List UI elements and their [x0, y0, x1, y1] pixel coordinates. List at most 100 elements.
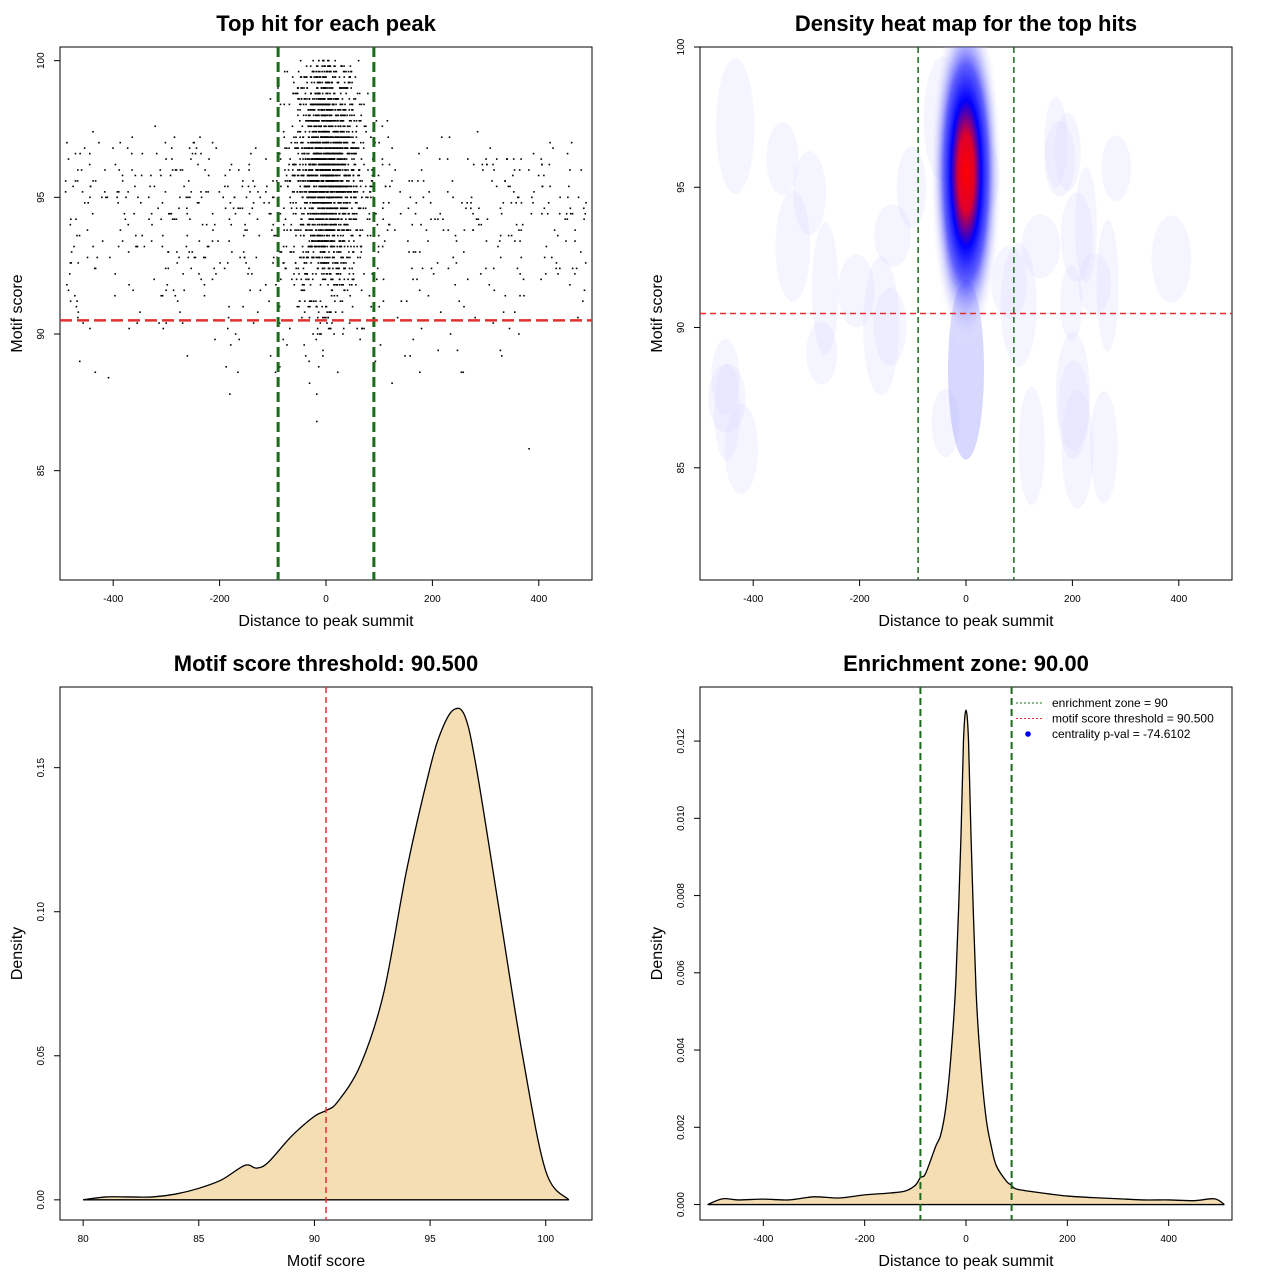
scatter-point — [326, 65, 329, 67]
scatter-point — [283, 103, 286, 106]
scatter-point — [322, 163, 324, 166]
scatter-point — [502, 202, 505, 204]
scatter-point — [292, 202, 294, 204]
scatter-point — [181, 169, 184, 171]
scatter-point — [420, 327, 423, 330]
scatter-point — [314, 202, 317, 204]
scatter-point — [345, 207, 348, 210]
scatter-point — [481, 163, 484, 166]
scatter-point — [299, 158, 301, 160]
scatter-point — [319, 245, 321, 248]
scatter-point — [158, 322, 160, 324]
scatter-point — [335, 169, 338, 171]
scatter-point — [302, 169, 304, 171]
scatter-point — [333, 158, 336, 160]
y-tick-label: 85 — [36, 465, 47, 477]
y-tick-label: 0.010 — [676, 805, 687, 830]
scatter-point — [314, 136, 317, 138]
scatter-point — [518, 229, 520, 231]
scatter-point — [381, 158, 384, 160]
scatter-point — [298, 169, 301, 171]
scatter-point — [318, 234, 321, 237]
scatter-point — [300, 174, 303, 177]
scatter-point — [314, 245, 317, 248]
scatter-point — [350, 185, 353, 188]
scatter-point — [512, 174, 514, 177]
x-tick-label: 0 — [963, 1234, 969, 1245]
scatter-point — [583, 207, 585, 210]
scatter-point — [327, 59, 329, 62]
scatter-point — [298, 305, 300, 308]
scatter-point — [333, 207, 336, 210]
scatter-point — [306, 229, 308, 231]
scatter-point — [303, 174, 305, 177]
heatmap-background-blob — [1044, 121, 1076, 197]
chart-title: Enrichment zone: 90.00 — [843, 651, 1089, 676]
scatter-point — [470, 202, 472, 204]
scatter-point — [337, 218, 340, 220]
scatter-point — [336, 294, 339, 297]
scatter-point — [223, 267, 226, 270]
scatter-point — [318, 180, 320, 182]
scatter-point — [326, 191, 329, 193]
scatter-point — [323, 278, 325, 281]
scatter-point — [308, 218, 310, 220]
scatter-point — [308, 130, 311, 133]
scatter-point — [489, 147, 492, 149]
scatter-point — [352, 152, 354, 155]
scatter-point — [394, 229, 396, 231]
scatter-point — [175, 218, 178, 220]
scatter-point — [316, 305, 318, 308]
scatter-point — [324, 185, 326, 188]
scatter-point — [314, 180, 317, 182]
scatter-point — [303, 256, 305, 259]
scatter-point — [557, 273, 559, 275]
scatter-point — [318, 240, 321, 242]
heatmap-background-blob — [775, 190, 811, 302]
scatter-point — [333, 130, 336, 133]
scatter-point — [452, 196, 454, 199]
scatter-point — [332, 207, 335, 210]
scatter-point — [355, 196, 357, 199]
scatter-point — [428, 191, 430, 193]
scatter-point — [332, 152, 334, 155]
scatter-point — [339, 223, 342, 226]
scatter-point — [353, 158, 355, 160]
scatter-point — [552, 147, 554, 149]
scatter-point — [296, 147, 298, 149]
scatter-point — [186, 212, 189, 215]
scatter-point — [368, 218, 371, 220]
scatter-point — [348, 267, 351, 270]
scatter-point — [437, 218, 439, 220]
x-tick-label: -200 — [210, 594, 230, 605]
scatter-point — [377, 251, 380, 253]
scatter-point — [170, 212, 173, 215]
scatter-point — [141, 152, 144, 155]
scatter-point — [300, 229, 302, 231]
scatter-point — [318, 98, 321, 100]
scatter-point — [218, 191, 221, 193]
scatter-point — [198, 202, 200, 204]
scatter-point — [329, 65, 332, 67]
scatter-point — [299, 185, 302, 188]
scatter-point — [159, 169, 162, 171]
scatter-point — [309, 114, 311, 117]
y-tick-label: 100 — [676, 38, 687, 55]
scatter-point — [305, 65, 308, 67]
scatter-point — [326, 87, 329, 89]
scatter-point — [309, 202, 312, 204]
scatter-point — [336, 185, 338, 188]
scatter-point — [313, 185, 316, 188]
scatter-point — [351, 158, 353, 160]
scatter-point — [291, 125, 294, 128]
scatter-point — [518, 333, 520, 335]
scatter-point — [338, 212, 341, 215]
scatter-point — [414, 212, 417, 215]
scatter-point — [355, 229, 357, 231]
scatter-point — [319, 207, 321, 210]
scatter-point — [566, 218, 569, 220]
scatter-point — [315, 393, 318, 395]
scatter-point — [336, 81, 339, 84]
